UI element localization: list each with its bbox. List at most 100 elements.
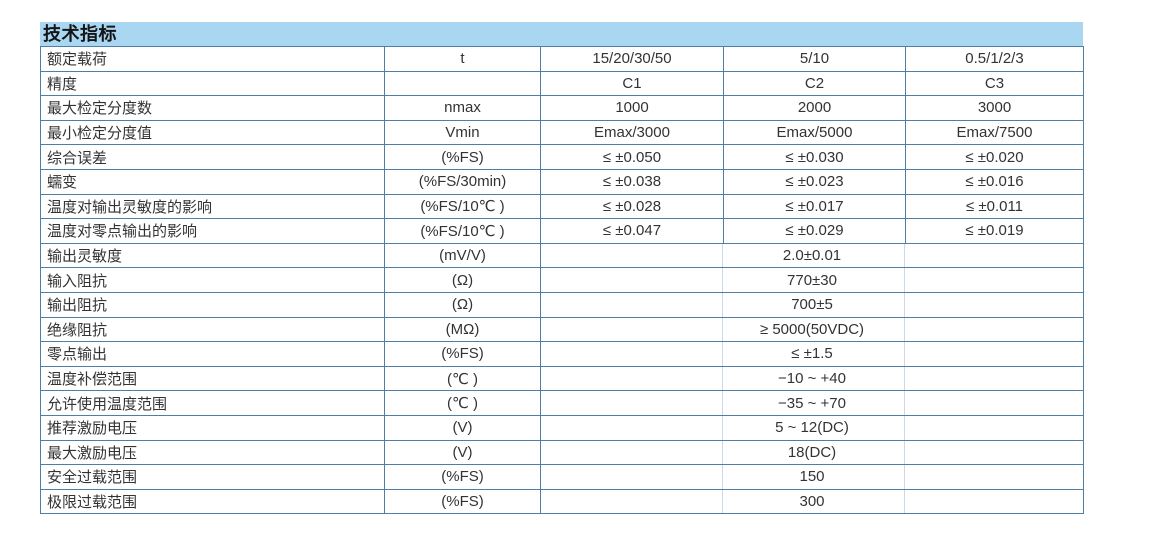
value-cell: Emax/3000 (540, 119, 724, 146)
param-name-cell: 蠕变 (40, 168, 385, 195)
faint-column-separator (722, 318, 723, 341)
unit-cell: (℃ ) (384, 365, 541, 392)
value-cell: ≤ ±0.023 (723, 168, 906, 195)
table-row: 绝缘阻抗 (MΩ) ≥ 5000(50VDC) (40, 316, 1084, 343)
table-row: 零点输出 (%FS) ≤ ±1.5 (40, 341, 1084, 367)
value-cell: ≤ ±0.016 (905, 168, 1084, 195)
unit-cell: nmax (384, 95, 541, 121)
faint-column-separator (904, 391, 905, 415)
faint-column-separator (904, 244, 905, 267)
param-name-cell: 输出阻抗 (40, 291, 385, 318)
faint-column-separator (904, 490, 905, 513)
merged-value-cell: 5 ~ 12(DC) (540, 414, 1084, 441)
value-cell: ≤ ±0.047 (540, 218, 724, 244)
value-cell: Emax/5000 (723, 119, 906, 146)
faint-column-separator (904, 268, 905, 292)
faint-column-separator (904, 318, 905, 341)
value-cell: ≤ ±0.011 (905, 193, 1084, 220)
value-cell: 15/20/30/50 (540, 46, 724, 72)
faint-column-separator (722, 244, 723, 267)
table-row: 最小检定分度值 Vmin Emax/3000 Emax/5000 Emax/7500 (40, 119, 1084, 146)
unit-cell (384, 70, 541, 97)
merged-value-cell: −35 ~ +70 (540, 390, 1084, 416)
param-name-cell: 安全过载范围 (40, 464, 385, 490)
unit-cell: (%FS/30min) (384, 168, 541, 195)
value-cell: ≤ ±0.038 (540, 168, 724, 195)
table-row: 额定载荷 t 15/20/30/50 5/10 0.5/1/2/3 (40, 46, 1084, 72)
unit-cell: (Ω) (384, 291, 541, 318)
param-name-cell: 极限过载范围 (40, 488, 385, 515)
param-name-cell: 零点输出 (40, 341, 385, 367)
unit-cell: (V) (384, 439, 541, 466)
table-row: 温度对输出灵敏度的影响 (%FS/10℃ ) ≤ ±0.028 ≤ ±0.017 ≤ ±… (40, 193, 1084, 220)
spec-table: 额定载荷 t 15/20/30/50 5/10 0.5/1/2/3 精度 C1 C2 C3 最大检… (40, 46, 1084, 515)
value-cell: ≤ ±0.030 (723, 144, 906, 170)
value-cell: 3000 (905, 95, 1084, 121)
param-name-cell: 最大激励电压 (40, 439, 385, 466)
table-row: 最大检定分度数 nmax 1000 2000 3000 (40, 95, 1084, 121)
param-name-cell: 温度对零点输出的影响 (40, 218, 385, 244)
faint-column-separator (904, 416, 905, 440)
section-title-band: 技术指标 (40, 22, 1083, 46)
value-cell: Emax/7500 (905, 119, 1084, 146)
merged-value-cell: 2.0±0.01 (540, 242, 1084, 269)
value-cell: C2 (723, 70, 906, 97)
unit-cell: (%FS) (384, 488, 541, 515)
value-cell: ≤ ±0.019 (905, 218, 1084, 244)
unit-cell: (℃ ) (384, 390, 541, 416)
table-row: 安全过载范围 (%FS) 150 (40, 464, 1084, 490)
value-cell: ≤ ±0.020 (905, 144, 1084, 170)
table-row: 推荐激励电压 (V) 5 ~ 12(DC) (40, 414, 1084, 441)
param-name-cell: 绝缘阻抗 (40, 316, 385, 343)
param-name-cell: 温度补偿范围 (40, 365, 385, 392)
table-row: 极限过载范围 (%FS) 300 (40, 488, 1084, 515)
faint-column-separator (904, 440, 905, 464)
faint-column-separator (722, 367, 723, 390)
unit-cell: (%FS) (384, 341, 541, 367)
faint-column-separator (904, 367, 905, 390)
unit-cell: (mV/V) (384, 242, 541, 269)
value-cell: C3 (905, 70, 1084, 97)
table-row: 温度补偿范围 (℃ ) −10 ~ +40 (40, 365, 1084, 392)
value-cell: ≤ ±0.017 (723, 193, 906, 220)
faint-column-separator (722, 268, 723, 292)
merged-value-cell: ≥ 5000(50VDC) (540, 316, 1084, 343)
faint-column-separator (904, 465, 905, 489)
merged-value-cell: 18(DC) (540, 439, 1084, 466)
value-cell: ≤ ±0.028 (540, 193, 724, 220)
unit-cell: (Ω) (384, 267, 541, 293)
merged-value-cell: 150 (540, 464, 1084, 490)
merged-value-cell: ≤ ±1.5 (540, 341, 1084, 367)
param-name-cell: 输入阻抗 (40, 267, 385, 293)
value-cell: C1 (540, 70, 724, 97)
param-name-cell: 最小检定分度值 (40, 119, 385, 146)
param-name-cell: 综合误差 (40, 144, 385, 170)
param-name-cell: 输出灵敏度 (40, 242, 385, 269)
merged-value-cell: −10 ~ +40 (540, 365, 1084, 392)
faint-column-separator (722, 490, 723, 513)
unit-cell: t (384, 46, 541, 72)
section-title: 技术指标 (43, 24, 117, 44)
faint-column-separator (722, 440, 723, 464)
table-row: 输出灵敏度 (mV/V) 2.0±0.01 (40, 242, 1084, 269)
value-cell: 2000 (723, 95, 906, 121)
unit-cell: (%FS) (384, 144, 541, 170)
param-name-cell: 推荐激励电压 (40, 414, 385, 441)
table-row: 温度对零点输出的影响 (%FS/10℃ ) ≤ ±0.047 ≤ ±0.029 ≤ ±0… (40, 218, 1084, 244)
merged-value-cell: 770±30 (540, 267, 1084, 293)
faint-column-separator (722, 391, 723, 415)
faint-column-separator (904, 342, 905, 366)
param-name-cell: 最大检定分度数 (40, 95, 385, 121)
value-cell: 1000 (540, 95, 724, 121)
unit-cell: (V) (384, 414, 541, 441)
table-row: 最大激励电压 (V) 18(DC) (40, 439, 1084, 466)
table-row: 综合误差 (%FS) ≤ ±0.050 ≤ ±0.030 ≤ ±0.020 (40, 144, 1084, 170)
faint-column-separator (904, 293, 905, 317)
faint-column-separator (722, 293, 723, 317)
faint-column-separator (722, 416, 723, 440)
faint-column-separator (722, 342, 723, 366)
value-cell: 5/10 (723, 46, 906, 72)
table-row: 精度 C1 C2 C3 (40, 70, 1084, 97)
merged-value-cell: 700±5 (540, 291, 1084, 318)
